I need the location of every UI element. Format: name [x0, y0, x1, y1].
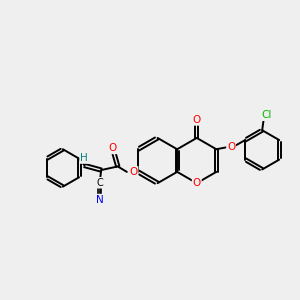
Text: O: O: [193, 115, 201, 125]
Text: O: O: [109, 143, 117, 153]
Text: H: H: [80, 153, 88, 163]
Text: O: O: [193, 178, 201, 188]
Text: O: O: [129, 167, 138, 177]
Text: N: N: [96, 195, 104, 205]
Text: O: O: [227, 142, 235, 152]
Text: C: C: [96, 178, 103, 188]
Text: Cl: Cl: [261, 110, 271, 120]
